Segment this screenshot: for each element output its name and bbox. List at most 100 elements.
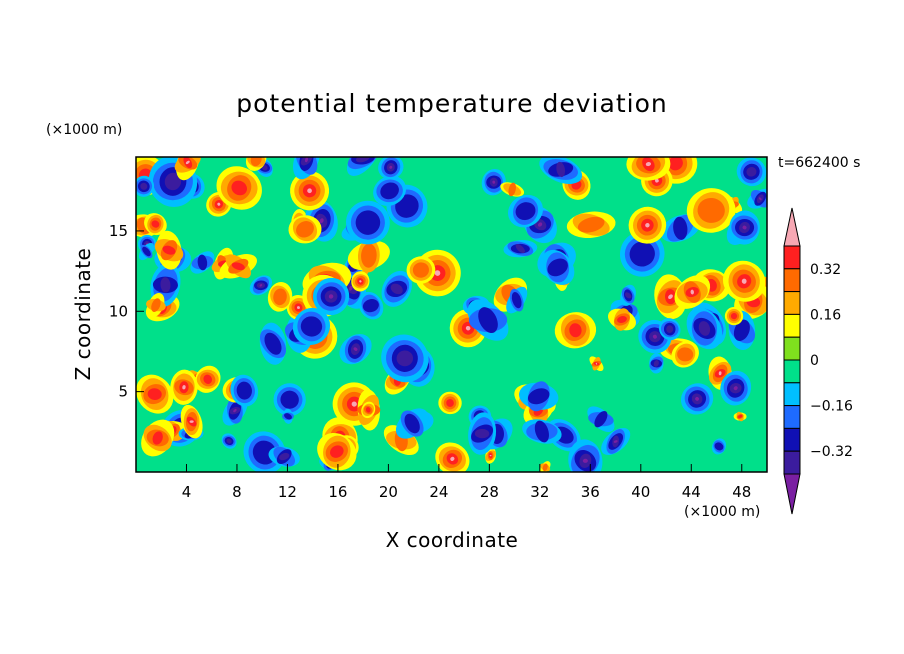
contour-cell <box>628 206 667 244</box>
contour-cell <box>406 256 436 284</box>
contour-cell <box>216 166 262 210</box>
contour-cell <box>358 291 384 320</box>
contour-cell <box>674 275 711 309</box>
contour-cell <box>467 299 509 341</box>
contour-cell <box>136 175 155 197</box>
x-tick-label: 44 <box>682 483 701 501</box>
contour-cell <box>686 307 723 350</box>
contour-cell <box>141 419 175 457</box>
contour-cell <box>395 408 429 439</box>
contour-cell <box>219 254 257 279</box>
contour-cell <box>288 215 322 244</box>
contour-cell <box>686 188 736 233</box>
colorbar-segment <box>783 268 801 293</box>
contour-cell <box>230 374 259 407</box>
contour-cell <box>259 322 287 365</box>
contour-cell <box>180 404 203 439</box>
contour-cell <box>729 210 760 245</box>
y-axis-unit: (×1000 m) <box>46 122 122 138</box>
x-tick-label: 8 <box>232 483 242 501</box>
contour-cell <box>566 211 616 238</box>
contour-cell <box>361 401 376 419</box>
x-tick-label: 40 <box>631 483 650 501</box>
contour-cell <box>273 383 306 417</box>
x-tick-label: 48 <box>732 483 751 501</box>
x-axis: 4 8 12 16 20 24 28 32 36 40 44 48 <box>182 464 751 501</box>
y-tick-label: 5 <box>118 383 128 401</box>
contour-cell <box>317 432 357 471</box>
contour-cell <box>519 381 559 412</box>
contour-cell <box>190 251 215 274</box>
colorbar-label: −0.32 <box>810 444 853 460</box>
contour-cell <box>170 369 198 405</box>
contour-cell <box>601 427 631 456</box>
contour-cell <box>733 411 747 422</box>
colorbar-label: 0.32 <box>810 262 841 278</box>
contour-cell <box>468 412 497 455</box>
contour-cell <box>378 157 404 180</box>
contour-cell <box>503 240 538 258</box>
chart-title: potential temperature deviation <box>236 89 667 118</box>
colorbar-segment <box>783 450 801 475</box>
x-tick-label: 4 <box>182 483 192 501</box>
contour-cell <box>481 168 506 196</box>
contour-cell <box>381 270 412 307</box>
contour-cell <box>245 157 267 171</box>
x-tick-label: 20 <box>379 483 398 501</box>
contour-cell <box>485 447 496 464</box>
colorbar-segment <box>783 245 801 270</box>
y-axis-label: Z coordinate <box>71 248 95 381</box>
colorbar-top-triangle <box>783 207 801 247</box>
contour-cell <box>587 406 615 432</box>
contour-cell <box>438 391 462 415</box>
contour-cell <box>722 260 766 302</box>
x-tick-label: 32 <box>530 483 549 501</box>
contour-cell <box>724 306 744 326</box>
contour-cell <box>351 271 370 292</box>
contour-cell <box>381 334 429 383</box>
contour-cell <box>339 334 372 365</box>
contour-cell <box>539 461 551 472</box>
colorbar-segment <box>783 427 801 452</box>
colorbar-segment <box>783 359 801 384</box>
colorbar-segment <box>783 336 801 361</box>
plot-frame <box>135 156 768 473</box>
colorbar-segment <box>783 291 801 315</box>
contour-cell <box>589 356 604 372</box>
contour-cell <box>539 157 583 185</box>
contour-cell <box>221 433 237 449</box>
contour-cell <box>146 292 166 318</box>
contour-cell <box>554 312 597 349</box>
contour-cell <box>290 171 330 211</box>
x-axis-unit: (×1000 m) <box>684 504 760 520</box>
contour-cell <box>608 308 636 331</box>
contour-cell <box>144 213 167 236</box>
contour-cell <box>282 408 294 424</box>
contour-cell <box>620 284 636 306</box>
colorbar-label: 0.16 <box>810 307 841 323</box>
y-tick-label: 10 <box>109 302 128 320</box>
x-tick-label: 28 <box>480 483 499 501</box>
contour-cell <box>522 419 562 444</box>
contour-cell <box>671 341 699 368</box>
colorbar-segment <box>783 405 801 429</box>
time-label: t=662400 s <box>778 155 860 171</box>
colorbar: −0.32 −0.16 0 0.16 0.32 <box>783 207 853 515</box>
contour-cell <box>313 277 350 316</box>
contour-cell <box>500 182 525 197</box>
x-tick-label: 12 <box>278 483 297 501</box>
contour-cell <box>654 274 687 319</box>
contour-cell <box>711 438 727 455</box>
colorbar-segment <box>783 382 801 407</box>
colorbar-label: 0 <box>810 353 819 369</box>
contour-cell <box>638 319 672 354</box>
x-axis-label: X coordinate <box>386 528 519 552</box>
contour-cell <box>346 157 379 176</box>
contour-cell <box>540 249 575 285</box>
contour-cell <box>154 230 184 270</box>
contour-cell <box>267 281 293 312</box>
contour-cell <box>659 318 681 341</box>
contour-cell <box>619 231 665 277</box>
y-axis: 5 10 15 <box>109 222 144 401</box>
